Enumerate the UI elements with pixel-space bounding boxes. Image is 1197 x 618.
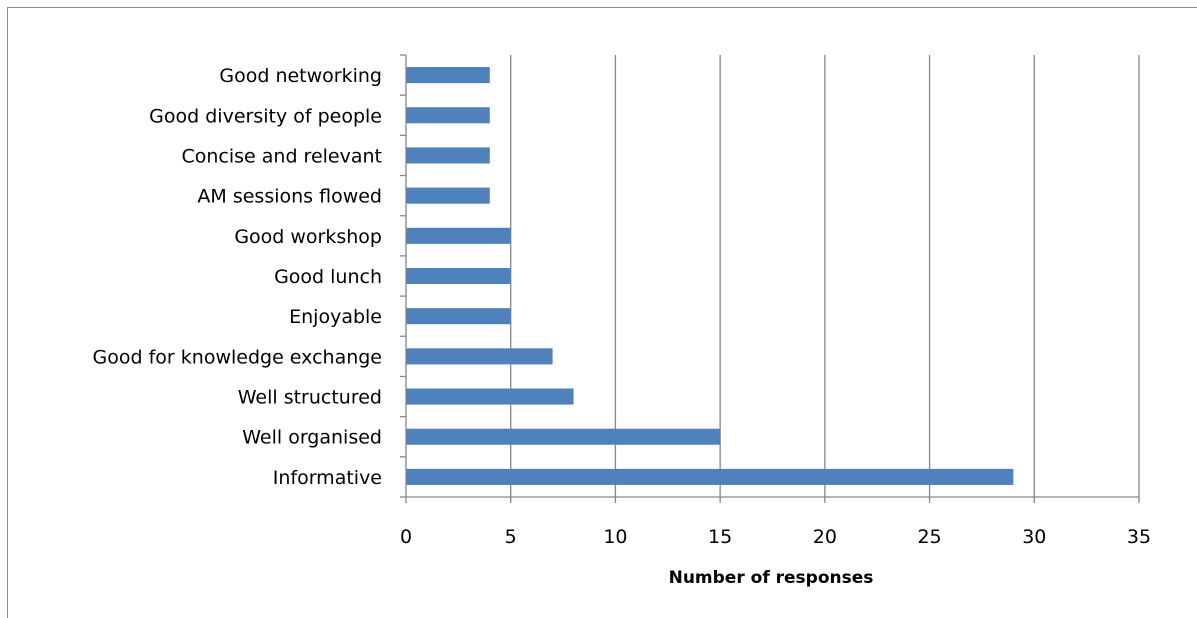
- category-labels: Good networking Good diversity of people C…: [93, 65, 382, 489]
- category-label: Well organised: [242, 427, 382, 449]
- bars: [406, 67, 1014, 485]
- category-label: Informative: [273, 467, 382, 489]
- x-axis-title: Number of responses: [669, 568, 874, 588]
- category-label: Good diversity of people: [149, 105, 382, 127]
- x-tick-label: 20: [813, 526, 837, 548]
- bar: [406, 388, 574, 405]
- bar: [406, 147, 490, 164]
- x-tick-label: 15: [708, 526, 732, 548]
- bar: [406, 428, 721, 445]
- x-tick-label: 10: [603, 526, 627, 548]
- bar: [406, 348, 553, 365]
- bar: [406, 267, 511, 285]
- x-tick-label: 30: [1022, 526, 1046, 548]
- axes: [400, 54, 1140, 503]
- category-label: AM sessions flowed: [197, 186, 382, 208]
- category-label: Good lunch: [274, 266, 382, 288]
- bar: [406, 227, 511, 244]
- bar: [406, 468, 1014, 485]
- bar: [406, 67, 490, 84]
- x-tick-label: 35: [1127, 526, 1151, 548]
- category-label: Good for knowledge exchange: [93, 346, 382, 368]
- bar: [406, 107, 490, 124]
- tick-labels: 0 5 10 15 20 25 30 35: [400, 526, 1151, 548]
- category-label: Good networking: [219, 65, 382, 87]
- x-tick-label: 25: [917, 526, 941, 548]
- category-label: Well structured: [238, 387, 382, 409]
- chart-frame: [7, 7, 1197, 618]
- bar: [406, 187, 490, 204]
- x-tick-label: 5: [505, 526, 517, 548]
- category-label: Concise and relevant: [181, 145, 382, 167]
- category-label: Good workshop: [234, 226, 382, 248]
- category-label: Enjoyable: [289, 306, 382, 328]
- bar: [406, 308, 511, 325]
- x-tick-label: 0: [400, 526, 412, 548]
